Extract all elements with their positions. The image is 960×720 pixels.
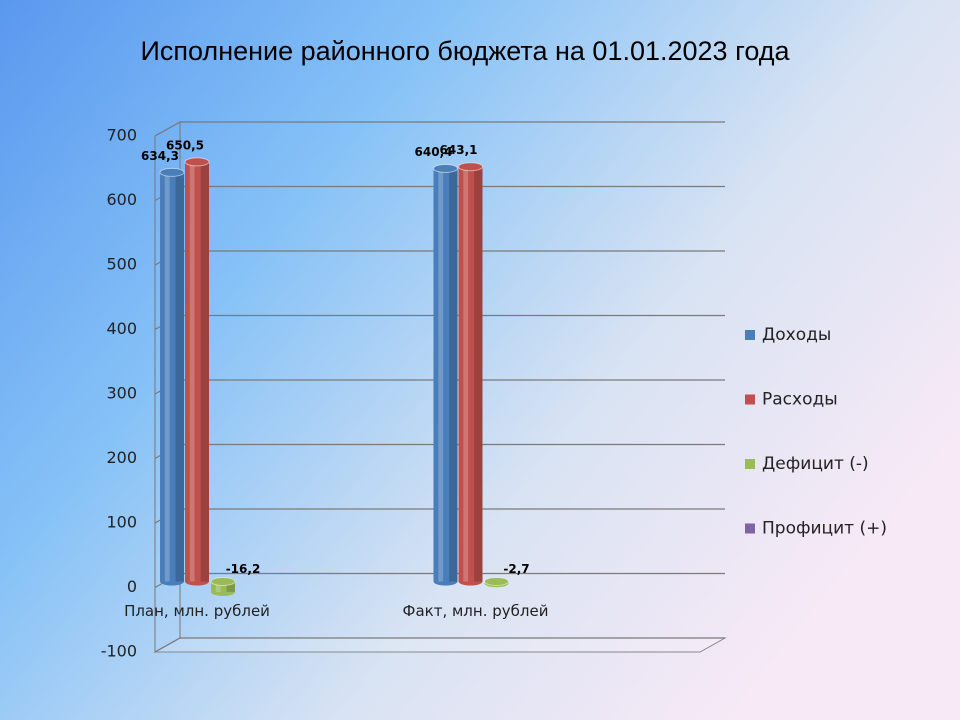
bar-group — [484, 577, 509, 588]
legend-label: Расходы — [762, 390, 838, 410]
x-tick-label: Факт, млн. рублей — [402, 601, 549, 620]
value-label: 650,5 — [166, 138, 204, 152]
bar-shade — [226, 581, 235, 592]
bar-top — [184, 157, 210, 167]
bar-group — [210, 577, 236, 596]
bar — [160, 172, 184, 582]
bar-top — [433, 163, 458, 173]
x-tick-label: План, млн. рублей — [124, 601, 270, 620]
bar-shade — [175, 172, 184, 582]
legend-label: Доходы — [762, 325, 831, 345]
bar-shade — [200, 161, 209, 582]
bar-top — [210, 577, 236, 586]
bar-top — [458, 162, 483, 172]
value-label: 640,4 — [415, 145, 453, 159]
bar — [211, 581, 235, 592]
bar-bottom — [185, 577, 209, 586]
bar-group — [458, 162, 483, 586]
bar-highlight — [164, 172, 170, 582]
legend-swatch — [745, 459, 755, 469]
bar-group — [159, 167, 185, 586]
y-tick-label: 300 — [106, 384, 137, 403]
value-label: -2,7 — [503, 562, 529, 576]
legend-swatch — [745, 330, 755, 340]
bar-top — [159, 167, 185, 177]
bar-highlight — [215, 581, 221, 592]
y-tick-label: 700 — [106, 126, 137, 145]
legend-label: Дефицит (-) — [762, 454, 869, 474]
legend-label: Профицит (+) — [762, 519, 887, 539]
bar-shade — [474, 166, 483, 582]
bar-group — [433, 163, 458, 586]
y-tick-label: 200 — [106, 448, 137, 467]
bar-top — [484, 577, 509, 586]
chart-title: Исполнение районного бюджета на 01.01.20… — [140, 36, 790, 66]
bar — [458, 166, 483, 582]
y-tick-label: 400 — [106, 319, 137, 338]
x-tick-label-box: План, млн. рублей — [124, 601, 270, 620]
bar-bottom — [433, 577, 458, 586]
y-tick-label: 100 — [106, 513, 137, 532]
value-label: 634,3 — [141, 149, 179, 163]
bar — [185, 161, 209, 582]
grid-line — [154, 121, 725, 137]
bar-highlight — [463, 166, 469, 582]
legend-swatch — [745, 394, 755, 405]
bar-bottom — [211, 587, 235, 596]
bar-shade — [449, 168, 458, 582]
y-tick-label: -100 — [101, 642, 137, 661]
grid-line — [154, 637, 725, 653]
value-label: 643,1 — [440, 143, 478, 157]
value-label: -16,2 — [226, 562, 261, 576]
bar-highlight — [438, 168, 444, 582]
bar — [433, 168, 458, 582]
y-tick-label: 500 — [106, 255, 137, 274]
bar-group — [184, 157, 210, 586]
y-tick-label: 0 — [127, 577, 137, 596]
bar-bottom — [160, 577, 184, 586]
x-tick-label-box: Факт, млн. рублей — [402, 601, 549, 620]
y-tick-label: 600 — [106, 190, 137, 209]
legend-swatch — [745, 523, 755, 534]
bar-highlight — [189, 161, 195, 582]
bar-bottom — [458, 577, 483, 586]
